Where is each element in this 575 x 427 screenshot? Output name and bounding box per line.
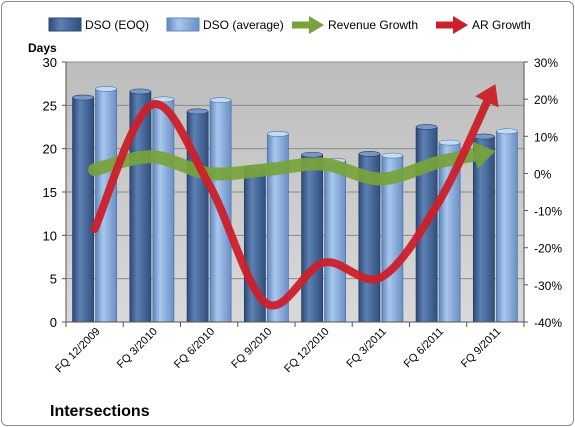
bar-dso-average <box>324 157 347 323</box>
growth-lines <box>88 84 499 310</box>
legend-arrow-ar-growth <box>436 16 468 34</box>
y-axis-right-ticks: -40% -30% -20% -10% 0% 10% 20% 30% <box>524 56 562 330</box>
y-axis-left-ticks: 0 5 10 15 20 25 30 <box>43 55 66 330</box>
y2-tick-label: -10% <box>534 205 562 219</box>
bar-dso-eoq <box>72 94 95 323</box>
y2-tick-label: 20% <box>534 93 558 107</box>
y-tick-label: 10 <box>43 228 57 243</box>
y2-tick-label: -20% <box>534 242 562 256</box>
y-tick-label: 20 <box>43 142 57 157</box>
y2-tick-label: 10% <box>534 130 558 144</box>
legend-label-revenue-growth: Revenue Growth <box>328 18 418 32</box>
y-axis-label: Days <box>28 41 57 55</box>
x-tick-label: FQ 9/2010 <box>229 326 274 371</box>
legend-arrow-revenue-growth <box>292 16 324 34</box>
y2-tick-label: -30% <box>534 279 562 293</box>
line-ar-growth <box>90 84 499 310</box>
arrowhead-revenue-growth <box>472 141 496 169</box>
x-tick-label: FQ 9/2011 <box>459 326 504 371</box>
x-axis-ticks: FQ 12/2009 FQ 3/2010 FQ 6/2010 FQ 9/2010 FQ … <box>53 322 525 376</box>
legend-swatch-dso-eoq <box>48 17 82 32</box>
line-revenue-growth <box>88 141 496 186</box>
x-tick-label: FQ 6/2010 <box>172 326 217 371</box>
y-tick-label: 15 <box>43 185 57 200</box>
legend-label-ar-growth: AR Growth <box>472 18 531 32</box>
x-tick-label: FQ 6/2011 <box>402 326 447 371</box>
y-tick-label: 0 <box>50 315 57 330</box>
x-tick-label: FQ 3/2010 <box>115 326 160 371</box>
x-tick-label: FQ 12/2009 <box>53 326 103 376</box>
y2-tick-label: 0% <box>534 167 552 181</box>
legend-label-dso-average: DSO (average) <box>203 18 284 32</box>
bar-dso-average <box>495 128 518 323</box>
x-tick-label: FQ 3/2011 <box>344 326 389 371</box>
arrowhead-ar-growth <box>475 84 499 108</box>
legend: DSO (EOQ) DSO (average) Revenue Growth A… <box>48 16 531 34</box>
y2-tick-label: 30% <box>534 56 558 70</box>
y2-tick-label: -40% <box>534 316 562 330</box>
bar-dso-average <box>152 96 175 323</box>
x-tick-label: FQ 12/2010 <box>282 326 332 376</box>
bar-dso-eoq <box>472 133 495 323</box>
y-tick-label: 25 <box>43 98 57 113</box>
chart-title: Intersections <box>50 403 150 420</box>
y-tick-label: 30 <box>43 55 57 70</box>
bar-dso-average <box>266 131 289 323</box>
bar-dso-eoq <box>301 151 324 323</box>
legend-swatch-dso-average <box>166 17 200 32</box>
bar-dso-average <box>381 152 404 323</box>
y-tick-label: 5 <box>50 272 57 287</box>
legend-label-dso-eoq: DSO (EOQ) <box>85 18 149 32</box>
